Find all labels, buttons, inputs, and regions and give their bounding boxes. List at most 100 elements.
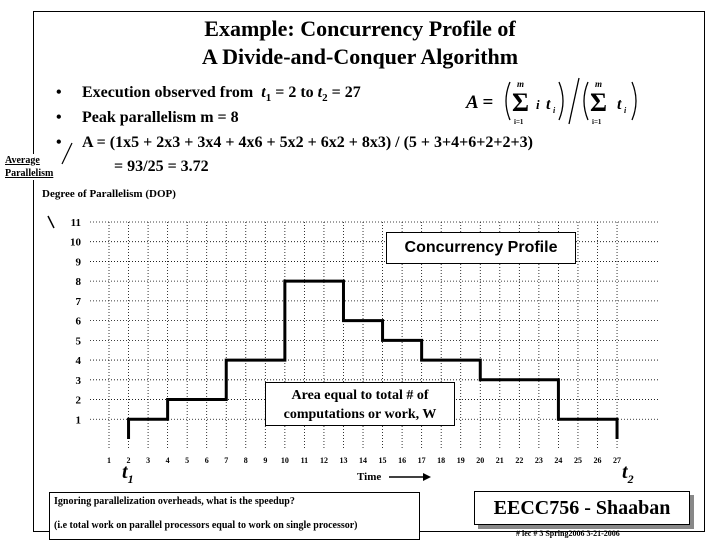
t1-axis-label: t1 [122, 461, 134, 487]
x-tick-label: 21 [496, 456, 504, 465]
average-result: = 93/25 = 3.72 [114, 158, 209, 175]
speedup-question-box: Ignoring parallelization overheads, what… [49, 492, 420, 540]
y-tick-label: 10 [70, 237, 82, 249]
x-tick-label: 7 [224, 456, 228, 465]
t2-subscript: 2 [322, 92, 328, 105]
formula-i-lower: i=1 [514, 118, 524, 126]
x-tick-label: 6 [205, 456, 209, 465]
t1-subscript: 1 [265, 92, 272, 105]
y-tick-label: 9 [76, 256, 82, 268]
bullet-marker: • [56, 109, 62, 126]
y-tick-label: 2 [76, 395, 82, 407]
x-tick-label: 14 [359, 456, 367, 465]
formula-t-sub-2: i [624, 106, 627, 115]
bullet-execution-text: Execution observed from [82, 84, 254, 101]
t2-axis-symbol: t [622, 461, 628, 483]
slide-title-line-2: A Divide-and-Conquer Algorithm [201, 44, 519, 69]
lecture-footer: # lec # 3 Spring2006 3-21-2006 [516, 529, 620, 538]
x-tick-label: 17 [418, 456, 426, 465]
formula-t-factor: t [546, 96, 551, 113]
x-tick-label: 27 [613, 456, 621, 465]
concurrency-step-line [127, 279, 619, 439]
x-tick-label: 22 [515, 456, 523, 465]
x-tick-label: 20 [476, 456, 484, 465]
formula-m-upper-2: m [595, 79, 602, 89]
time-axis-label: Time [357, 471, 382, 483]
y-tick-label: 6 [76, 316, 82, 328]
speedup-question: Ignoring parallelization overheads, what… [54, 496, 295, 507]
t1-axis-symbol: t [122, 461, 128, 483]
y-tick-label: 7 [76, 296, 82, 308]
average-parallelism-formula: A = m Σ i=1 i t i m Σ i=1 t i [465, 77, 637, 126]
formula-i-factor: i [536, 97, 540, 112]
x-tick-label: 25 [574, 456, 582, 465]
t2-axis-label: t2 [622, 461, 634, 487]
x-tick-label: 9 [263, 456, 267, 465]
area-work-label: Area equal to total # of computations or… [265, 382, 455, 426]
x-tick-label: 26 [594, 456, 602, 465]
formula-right-paren-close [631, 81, 637, 121]
dop-axis-title: Degree of Parallelism (DOP) [42, 188, 176, 200]
slide-title-line-1: Example: Concurrency Profile of [204, 16, 516, 41]
x-tick-label: 2 [127, 456, 131, 465]
y-tick-labels: 1 2 3 4 5 6 7 8 9 10 11 [70, 217, 82, 426]
t1-value: = 2 to [271, 84, 318, 101]
y-tick-label: 5 [76, 335, 82, 347]
formula-left-paren-open [505, 81, 511, 121]
formula-slash [568, 77, 580, 125]
y-tick-label: 8 [76, 276, 82, 288]
formula-a: A = [465, 92, 493, 113]
bullet-average-formula: A = (1x5 + 2x3 + 3x4 + 4x6 + 5x2 + 6x2 +… [82, 134, 533, 151]
x-tick-label: 5 [185, 456, 189, 465]
x-tick-labels: 1 2 3 4 5 6 7 8 9 10 11 12 13 14 15 16 17 18 19 20 21 22 23 24 2… [107, 456, 621, 465]
x-tick-label: 10 [281, 456, 289, 465]
speedup-question-note: (i.e total work on parallel processors e… [54, 520, 358, 531]
x-tick-label: 15 [379, 456, 387, 465]
area-label-line-1: Area equal to total # of [291, 388, 429, 403]
y-tick-label: 1 [76, 414, 82, 426]
t1-symbol: t [261, 84, 266, 101]
course-label: EECC756 - Shaaban [474, 491, 690, 525]
bullet-marker: • [56, 84, 62, 101]
formula-t-factor-2: t [617, 96, 622, 113]
average-parallelism-label: Average Parallelism [4, 154, 55, 180]
x-tick-label: 12 [320, 456, 328, 465]
formula-sigma-1: Σ [512, 88, 529, 117]
y-tick-label: 4 [76, 355, 82, 367]
y-tick-label: 3 [76, 375, 82, 387]
concurrency-profile-line [127, 279, 619, 439]
average-label-line-2: Parallelism [5, 168, 54, 179]
formula-m-upper: m [517, 79, 524, 89]
x-tick-label: 11 [301, 456, 309, 465]
x-tick-label: 13 [339, 456, 347, 465]
x-tick-label: 24 [554, 456, 562, 465]
x-tick-label: 8 [244, 456, 248, 465]
x-tick-label: 1 [107, 456, 111, 465]
formula-sigma-2: Σ [590, 88, 607, 117]
average-label-line-1: Average [5, 155, 40, 166]
x-tick-label: 23 [535, 456, 543, 465]
t2-axis-subscript: 2 [627, 472, 634, 486]
x-tick-label: 19 [457, 456, 465, 465]
x-tick-label: 3 [146, 456, 150, 465]
area-label-line-2: computations or work, W [283, 407, 437, 422]
average-label-pointer [61, 142, 73, 165]
t2-value: = 27 [327, 84, 361, 101]
bullet-execution: Execution observed from t1 = 2 to t2 = 2… [82, 84, 361, 104]
t1-axis-subscript: 1 [127, 472, 134, 486]
x-tick-label: 16 [398, 456, 406, 465]
y-tick-label: 11 [71, 217, 81, 229]
formula-left-paren-close [558, 81, 564, 121]
concurrency-profile-label: Concurrency Profile [386, 232, 576, 264]
time-arrow-head [423, 473, 431, 481]
dop-axis-arrow [47, 215, 55, 229]
formula-right-paren-open [583, 81, 589, 121]
t2-symbol: t [317, 84, 323, 101]
bullet-marker: • [56, 134, 62, 151]
formula-i-lower-2: i=1 [592, 118, 602, 126]
x-tick-label: 18 [437, 456, 445, 465]
formula-t-sub: i [553, 106, 556, 115]
bullet-peak-parallelism: Peak parallelism m = 8 [82, 109, 239, 126]
